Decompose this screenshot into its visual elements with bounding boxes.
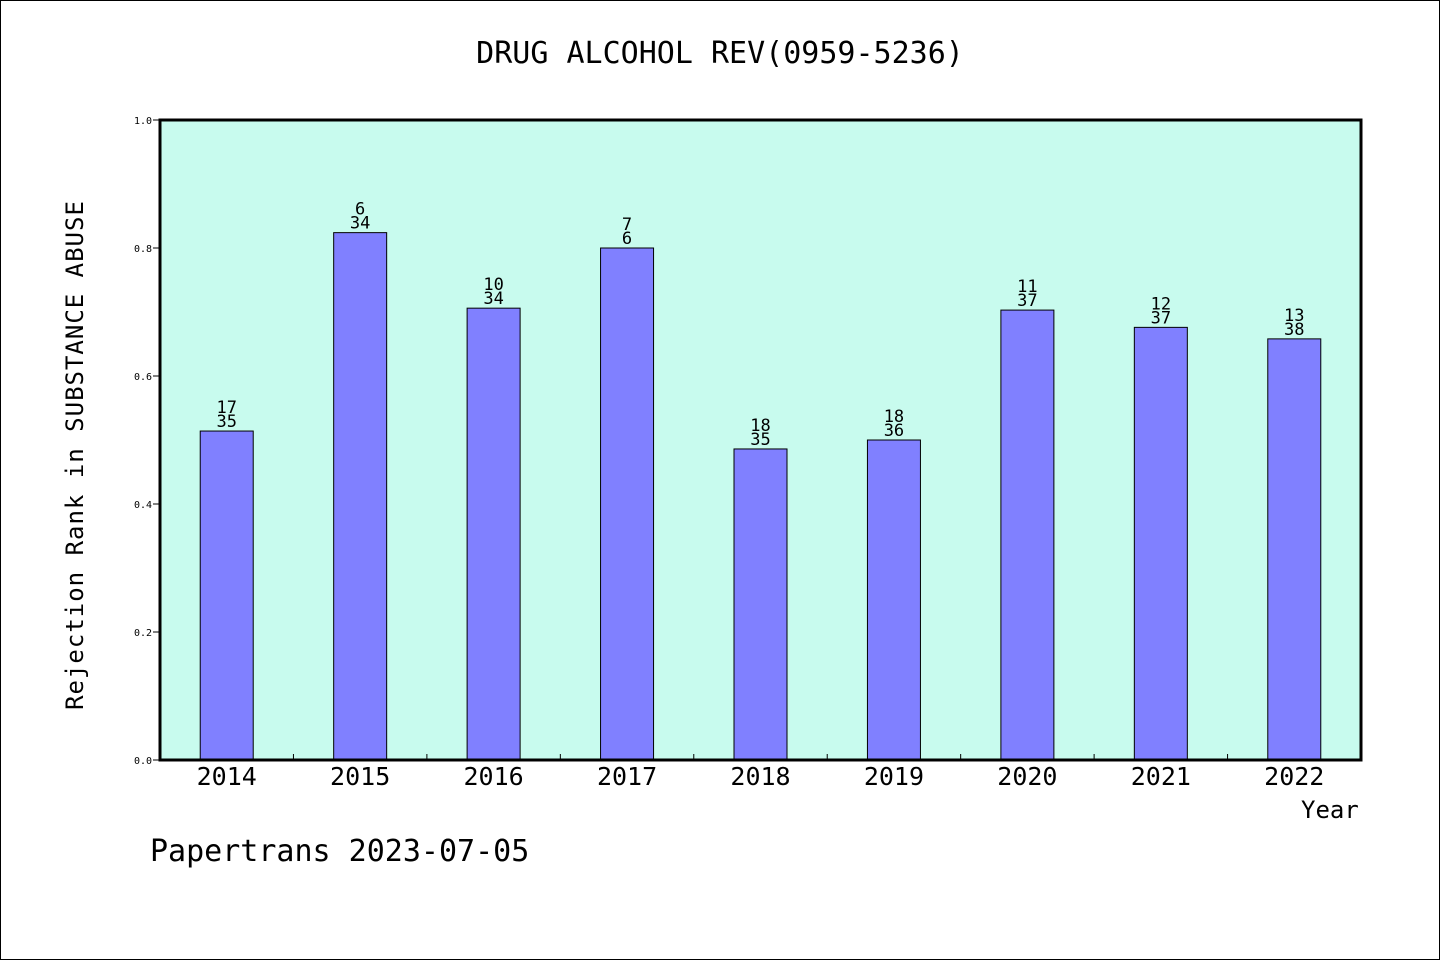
- bar-annotation-bottom: 36: [884, 421, 904, 441]
- bar-annotation-bottom: 35: [750, 430, 770, 450]
- bar-annotation-top: 10: [483, 275, 503, 295]
- x-axis-ticks: 2014 2015 2016 2017 2018 2019 2020 2021 2022: [197, 754, 1324, 791]
- bar: [199, 430, 254, 761]
- y-tick-label: 0.2: [134, 628, 152, 639]
- y-tick-label: 0.6: [134, 372, 152, 383]
- x-tick-label: 2019: [864, 762, 924, 791]
- x-tick-label: 2020: [997, 762, 1057, 791]
- y-tick-label: 0.8: [134, 244, 152, 255]
- y-axis-label: Rejection Rank in SUBSTANCE ABUSE: [61, 200, 89, 710]
- bar-annotation-bottom: 6: [622, 229, 632, 249]
- x-axis-label: Year: [1301, 796, 1359, 824]
- bar-annotation-top: 18: [884, 407, 904, 427]
- bar: [1133, 326, 1188, 761]
- x-tick-label: 2014: [197, 762, 257, 791]
- bar-annotation-top: 6: [355, 200, 365, 220]
- bar-annotation-top: 12: [1151, 294, 1171, 314]
- y-tick-label: 1.0: [134, 116, 152, 127]
- bar-annotation-top: 17: [216, 398, 236, 418]
- bars: [199, 232, 1322, 761]
- bar-annotation-top: 18: [750, 416, 770, 436]
- x-tick-label: 2016: [464, 762, 524, 791]
- y-axis-ticks: 0.0 0.2 0.4 0.6 0.8 1.0: [134, 116, 160, 767]
- footer-credit: Papertrans 2023-07-05: [150, 834, 530, 869]
- bar-annotation-top: 7: [622, 215, 632, 235]
- y-tick-label: 0.4: [134, 500, 152, 511]
- x-tick-label: 2017: [597, 762, 657, 791]
- bar-annotation-bottom: 34: [350, 214, 370, 234]
- x-tick-label: 2022: [1264, 762, 1324, 791]
- bar: [600, 247, 655, 761]
- x-tick-label: 2015: [330, 762, 390, 791]
- plot-border: [158, 118, 1363, 762]
- bar-annotation-bottom: 37: [1017, 291, 1037, 311]
- x-tick-label: 2021: [1131, 762, 1191, 791]
- bar: [333, 232, 388, 761]
- y-tick-label: 0.0: [134, 756, 152, 767]
- bar-annotation-top: 11: [1017, 277, 1037, 297]
- bar-annotation-bottom: 37: [1151, 308, 1171, 328]
- bar-annotation-bottom: 34: [483, 289, 503, 309]
- bar: [866, 439, 921, 761]
- bar: [1267, 338, 1322, 761]
- bar: [466, 307, 521, 761]
- chart-title: DRUG ALCOHOL REV(0959-5236): [476, 36, 964, 71]
- bar-annotation-bottom: 38: [1284, 320, 1304, 340]
- bar-annotation-bottom: 35: [216, 412, 236, 432]
- x-tick-label: 2018: [730, 762, 790, 791]
- bar: [1000, 309, 1055, 761]
- bar-annotation-top: 13: [1284, 306, 1304, 326]
- bar: [733, 448, 788, 761]
